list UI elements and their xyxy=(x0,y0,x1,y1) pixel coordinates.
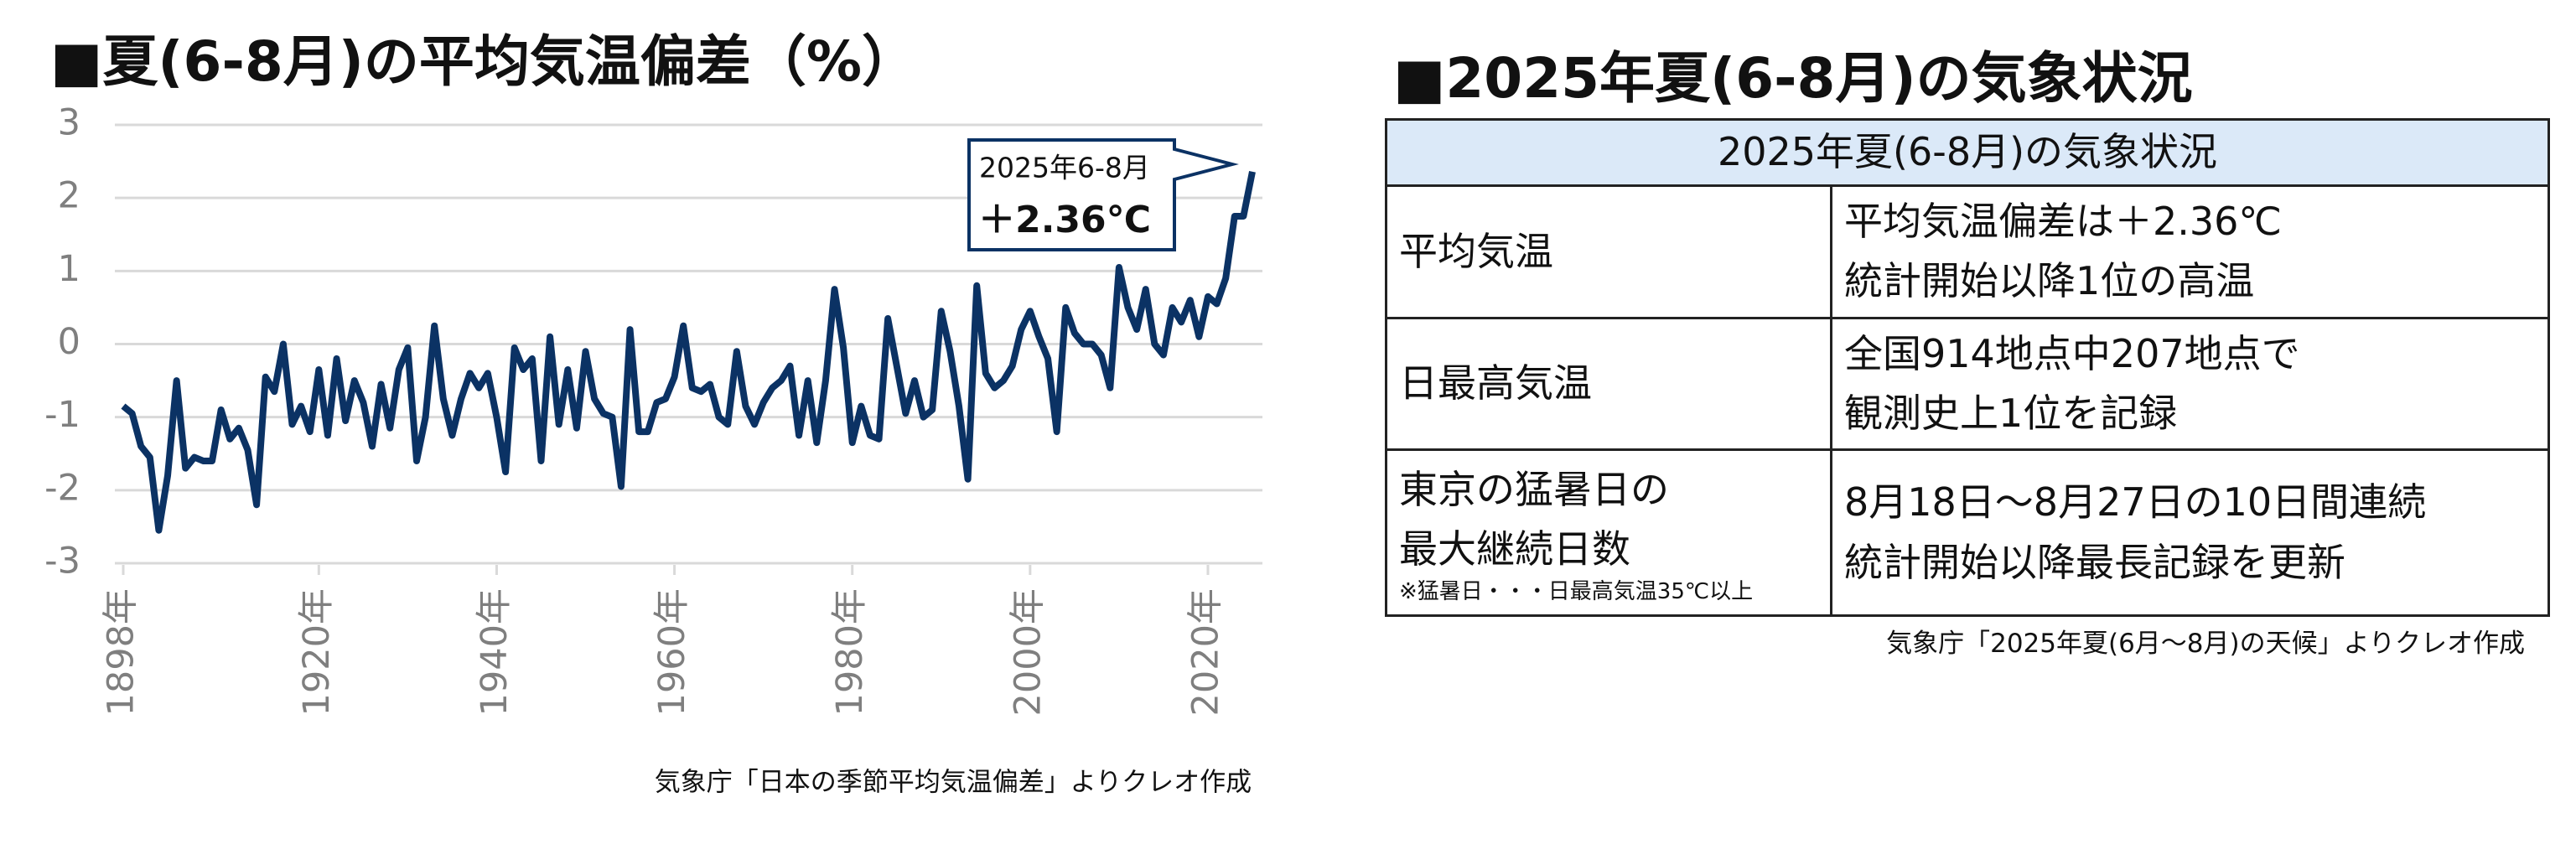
row-label: 平均気温 xyxy=(1385,184,1832,319)
row-text-line: 観測史上1位を記録 xyxy=(1844,390,2178,436)
y-tick-label: 0 xyxy=(58,321,80,363)
chart-title: ■夏(6-8月)の平均気温偏差（%） xyxy=(50,29,917,94)
row-text: 平均気温偏差は＋2.36℃ 統計開始以降1位の高温 xyxy=(1830,184,2550,319)
source: 気象庁「2025年夏(6月～8月)の天候」よりクレオ作成 xyxy=(1886,629,2525,659)
y-tick-label: 2 xyxy=(58,175,80,217)
row-label-line: 最大継続日数 xyxy=(1399,526,1630,572)
callout: 2025年6-8月 ＋2.36℃ xyxy=(967,138,1239,251)
row-text-line: 平均気温偏差は＋2.36℃ xyxy=(1844,199,2283,244)
callout-box xyxy=(967,138,1239,251)
row-text: 全国914地点中207地点で 観測史上1位を記録 xyxy=(1830,316,2550,452)
table-row: 日最高気温 全国914地点中207地点で 観測史上1位を記録 xyxy=(1385,316,2550,452)
row-note: ※猛暑日・・・日最高気温35℃以上 xyxy=(1399,579,1754,605)
table-row: 平均気温 平均気温偏差は＋2.36℃ 統計開始以降1位の高温 xyxy=(1385,184,2550,319)
row-label: 日最高気温 xyxy=(1385,316,1832,452)
y-tick-label: 3 xyxy=(58,102,80,144)
y-tick-label: -1 xyxy=(44,394,80,436)
x-tick-label: 1980年 xyxy=(829,588,871,716)
table-header: 2025年夏(6-8月)の気象状況 xyxy=(1385,118,2550,187)
y-tick-label: 1 xyxy=(58,248,80,290)
row-text-line: 統計開始以降1位の高温 xyxy=(1844,258,2255,304)
panel-title: ■2025年夏(6-8月)の気象状況 xyxy=(1393,46,2193,111)
row-text-line: 統計開始以降最長記録を更新 xyxy=(1844,539,2345,585)
source: 気象庁「日本の季節平均気温偏差」よりクレオ作成 xyxy=(655,768,1252,798)
callout-label: 2025年6-8月 xyxy=(979,152,1150,184)
chart: ■夏(6-8月)の平均気温偏差（%） 気象庁「日本の季節平均気温偏差」よりクレオ… xyxy=(44,29,1262,798)
y-tick-label: -3 xyxy=(44,541,80,583)
table-row: 東京の猛暑日の 最大継続日数 ※猛暑日・・・日最高気温35℃以上 8月18日～8月27… xyxy=(1385,448,2550,618)
row-label-line: 日最高気温 xyxy=(1399,360,1592,406)
row-text: 8月18日～8月27日の10日間連続 統計開始以降最長記録を更新 xyxy=(1830,448,2550,618)
callout-value: ＋2.36℃ xyxy=(978,199,1151,241)
x-tick-label: 1940年 xyxy=(474,588,516,716)
y-tick-label: -2 xyxy=(44,467,80,509)
row-label: 東京の猛暑日の 最大継続日数 ※猛暑日・・・日最高気温35℃以上 xyxy=(1385,448,1832,618)
row-label-line: 平均気温 xyxy=(1399,228,1553,274)
x-tick-label: 2000年 xyxy=(1007,588,1049,716)
status-table: 2025年夏(6-8月)の気象状況 平均気温 平均気温偏差は＋2.36℃ 統計開始以… xyxy=(1385,118,2550,618)
series-line xyxy=(121,171,1256,534)
x-tick-label: 2020年 xyxy=(1184,588,1226,716)
x-tick-label: 1960年 xyxy=(651,588,693,716)
x-tick-label: 1898年 xyxy=(101,588,143,716)
row-text-line: 8月18日～8月27日の10日間連続 xyxy=(1844,479,2427,526)
row-text-line: 全国914地点中207地点で xyxy=(1844,330,2300,376)
x-tick-label: 1920年 xyxy=(296,588,338,716)
row-label-line: 東京の猛暑日の xyxy=(1399,466,1669,512)
